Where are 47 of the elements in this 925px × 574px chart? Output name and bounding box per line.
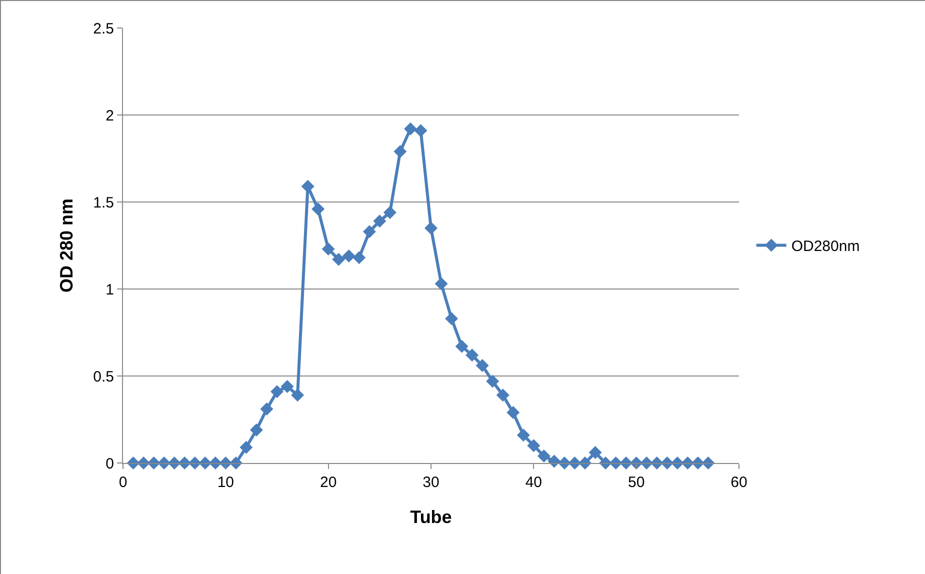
y-tick-label: 0 (106, 455, 114, 472)
x-tick-label: 30 (422, 474, 440, 491)
point (383, 206, 396, 219)
point (394, 145, 407, 158)
point (434, 277, 448, 290)
y-tick-label: 1.5 (93, 194, 114, 212)
point (291, 388, 304, 402)
point (414, 124, 428, 138)
point (301, 180, 314, 193)
y-tick-label: 1 (106, 281, 114, 298)
point (332, 252, 346, 266)
y-axis-title: OD 280 nm (56, 198, 76, 293)
point (342, 249, 356, 262)
x-tick-label: 20 (320, 474, 337, 491)
x-tick-label: 0 (118, 474, 128, 491)
point (476, 359, 489, 372)
x-axis-title: Tube (410, 507, 452, 528)
x-tick-label: 60 (730, 474, 748, 491)
point (240, 440, 253, 454)
x-tick-label: 40 (525, 474, 542, 491)
point (312, 202, 325, 216)
point (588, 446, 602, 460)
point (455, 340, 468, 353)
point (322, 242, 335, 256)
y-tick-label: 2.5 (93, 20, 114, 38)
y-tick-label: 2 (106, 107, 114, 124)
point (445, 312, 458, 326)
point (270, 385, 284, 398)
point (527, 439, 540, 452)
point (424, 222, 438, 235)
x-tick-label: 50 (628, 474, 645, 491)
point (280, 380, 294, 393)
point (496, 388, 510, 402)
point (352, 251, 366, 264)
point (466, 348, 479, 362)
point (250, 423, 263, 436)
legend-label: OD280nm (791, 238, 860, 256)
point (537, 450, 550, 463)
point (260, 402, 274, 416)
point (373, 214, 386, 228)
point (486, 374, 500, 388)
point (506, 406, 520, 420)
x-tick-label: 10 (217, 474, 234, 491)
point (516, 428, 530, 442)
point (404, 122, 417, 136)
point (362, 225, 376, 238)
y-tick-label: 0.5 (93, 368, 114, 386)
